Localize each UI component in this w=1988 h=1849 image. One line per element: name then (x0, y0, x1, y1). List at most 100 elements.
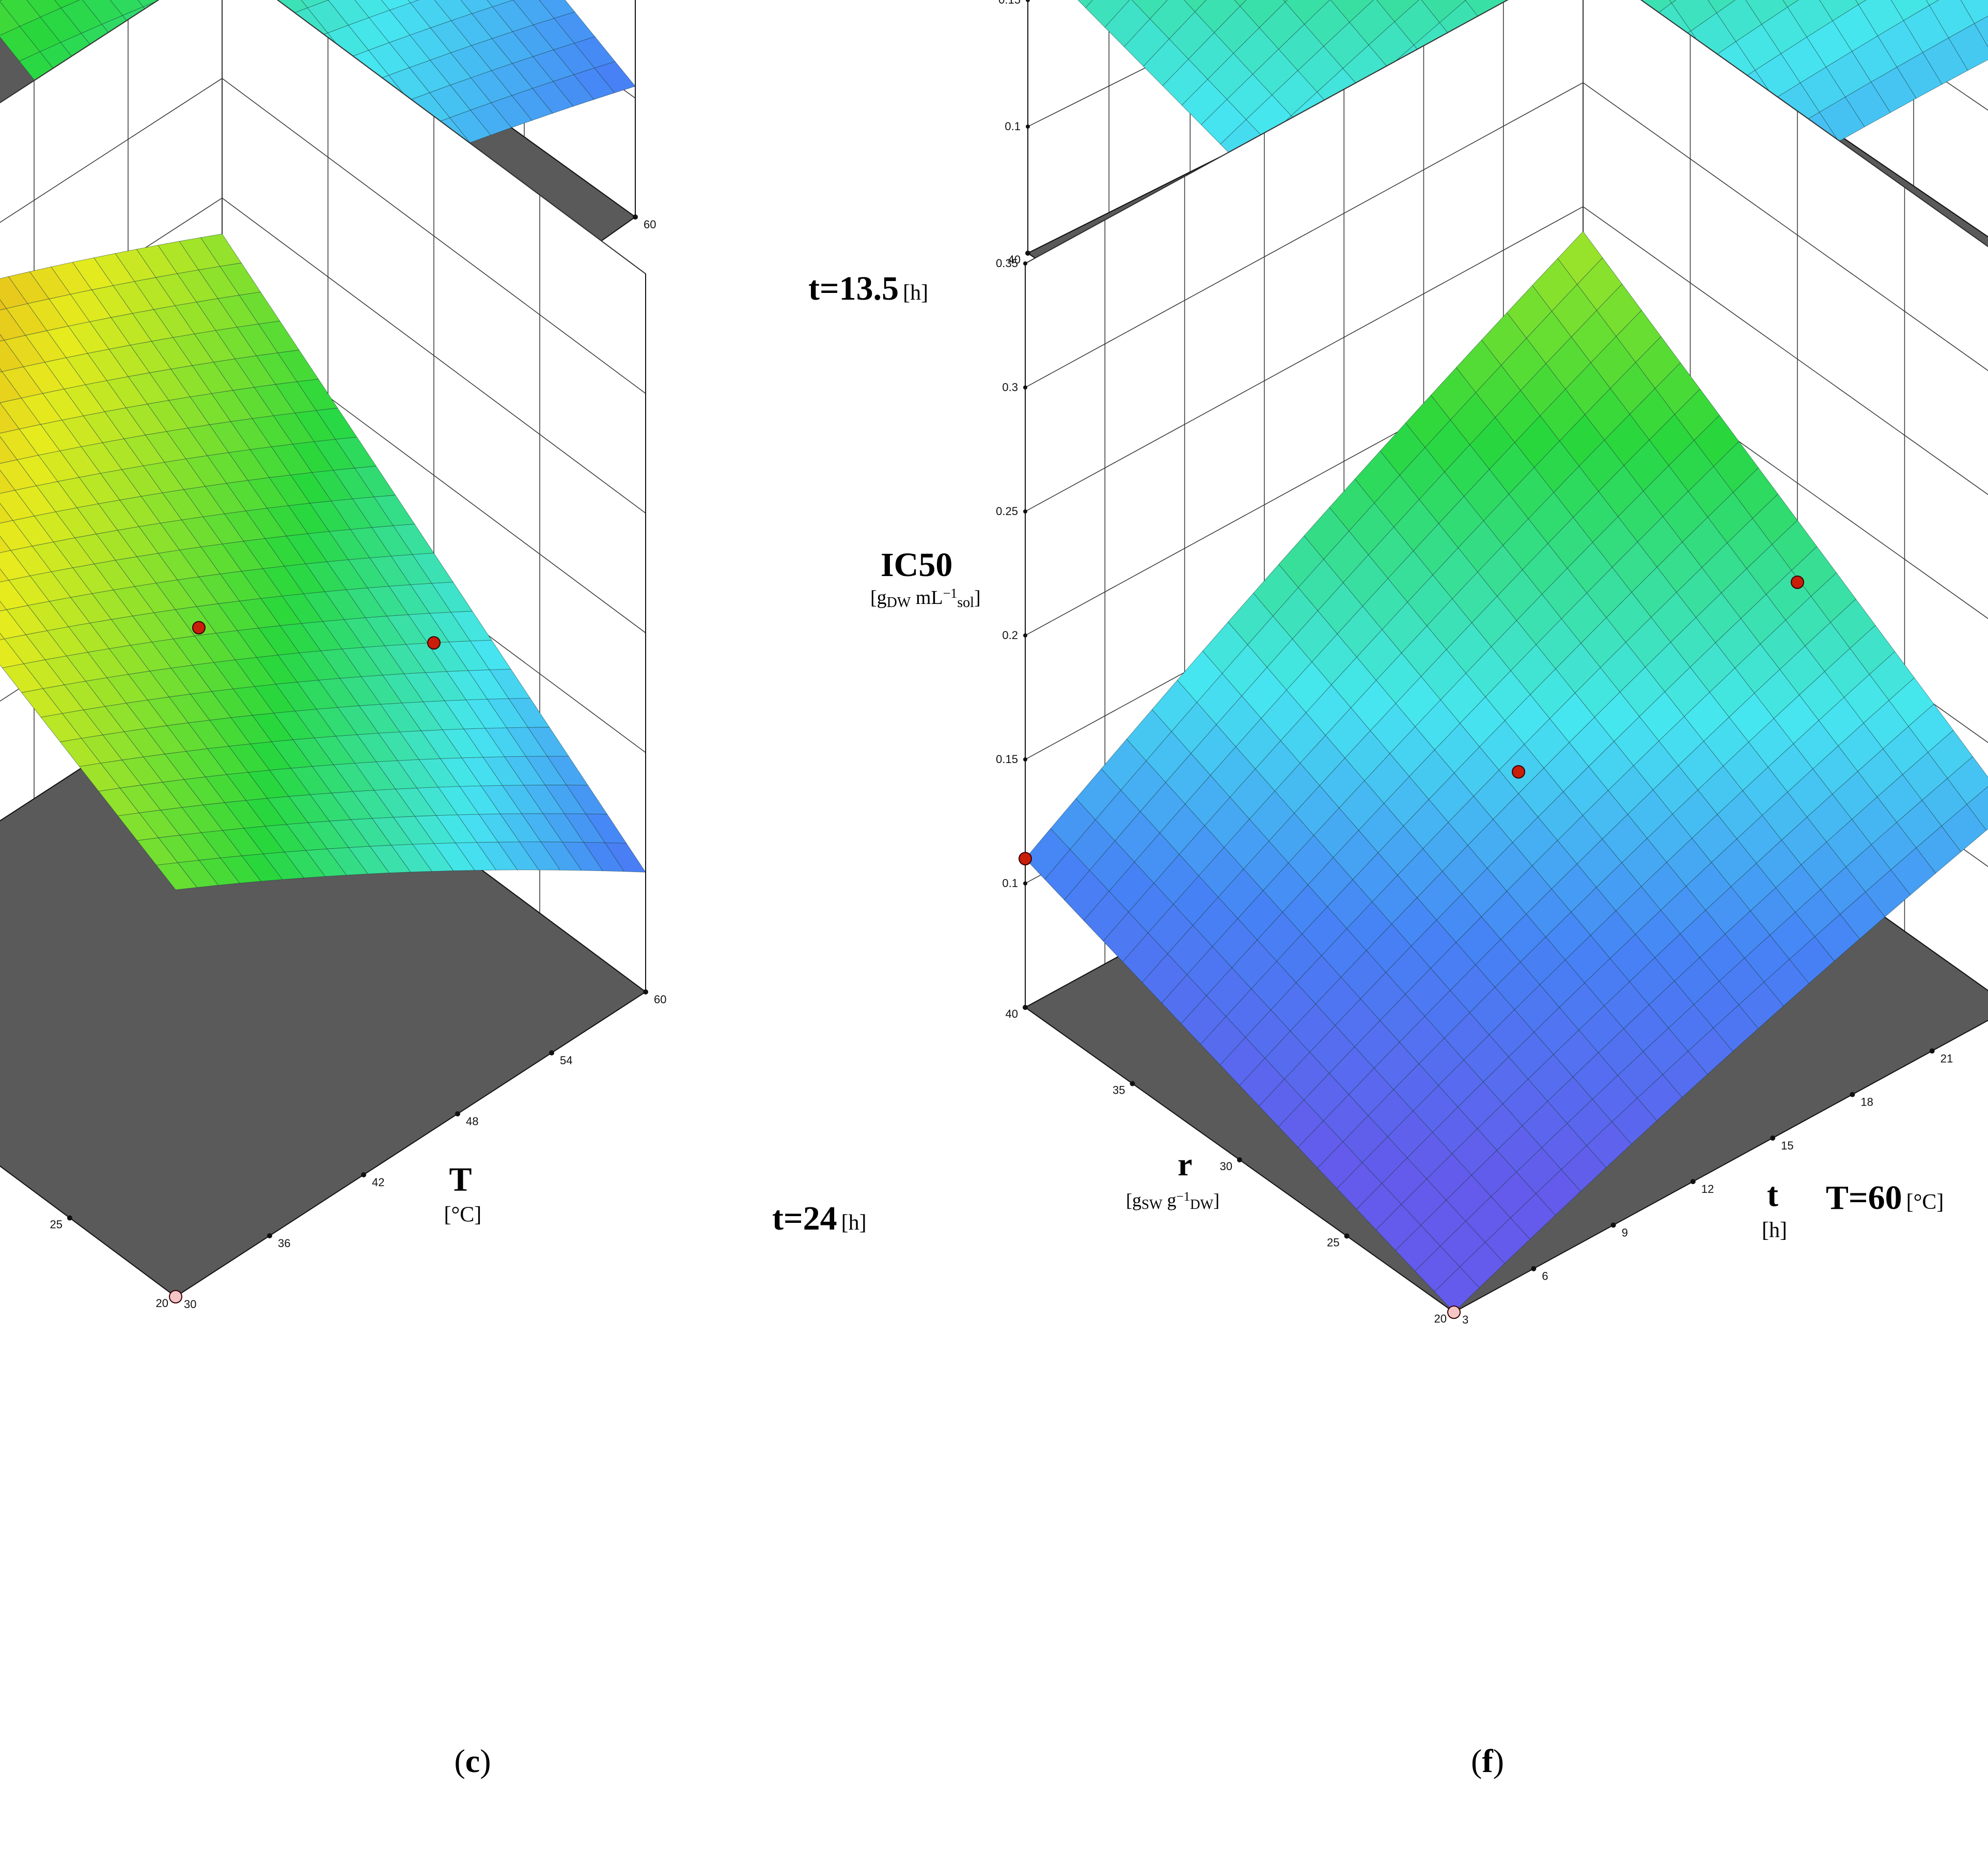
surface-cell (1855, 0, 1867, 5)
r-tick-mark (1344, 1233, 1350, 1239)
condition-label: t=13.5 [h] (808, 270, 928, 307)
surface-cell (539, 0, 575, 19)
x-tick-label: 48 (466, 1115, 478, 1128)
z-axis-unit: [gDW mL−1sol] (870, 586, 981, 610)
z-tick-mark (1023, 385, 1027, 390)
r-axis-unit-part: SW (1141, 1197, 1163, 1212)
surface-cell (1234, 0, 1247, 7)
z-tick-mark (1023, 881, 1027, 885)
z-axis-unit-part: sol (957, 594, 974, 610)
x-tick-mark (1929, 1048, 1935, 1054)
surface-cell (1787, 0, 1833, 38)
surface-cell (1104, 0, 1151, 48)
surface-cell (1966, 786, 1988, 831)
surface-cell (434, 0, 473, 21)
x-tick-mark (1531, 1266, 1537, 1271)
z-tick-mark (1026, 125, 1030, 129)
r-axis-unit-part: g (1163, 1190, 1177, 1210)
z-tick-label: 0.3 (1002, 381, 1018, 394)
z-tick-mark (1023, 261, 1027, 266)
design-point (1019, 852, 1032, 865)
design-point (1512, 765, 1525, 779)
wall-gridline (1025, 0, 1988, 264)
x-tick-label: 54 (560, 1054, 572, 1067)
x-tick-label: 6 (1542, 1270, 1548, 1283)
z-tick-label: 0.15 (996, 753, 1018, 766)
wall-gridline (0, 0, 646, 274)
r-tick-label: 25 (50, 1218, 62, 1231)
condition-unit: [h] (841, 1211, 867, 1235)
surface-cell (1194, 0, 1241, 33)
panel-label-paren: ( (454, 1743, 465, 1779)
surface-cell (0, 470, 15, 494)
surface-cell (1183, 0, 1207, 12)
r-axis-title: r (1178, 1146, 1192, 1183)
x-tick-label: 30 (184, 1298, 196, 1311)
r-tick-label: 30 (1220, 1160, 1232, 1173)
design-point (169, 1290, 182, 1303)
z-tick-label: 0.35 (996, 257, 1018, 270)
z-tick-label: 0.1 (1005, 120, 1021, 133)
surface-cell (1974, 15, 1988, 48)
x-tick-mark (1770, 1135, 1776, 1141)
design-point (1447, 1306, 1461, 1319)
surface-cell (26, 0, 61, 18)
z-tick-mark (1026, 0, 1030, 2)
x-tick-mark (1850, 1092, 1855, 1097)
z-axis-title: IC50 (881, 546, 952, 584)
surface-cell (408, 0, 419, 4)
r-axis-unit: [gSW g−1DW] (1126, 1190, 1219, 1213)
x-tick-mark (267, 1233, 272, 1238)
panel-label-paren: ) (1493, 1743, 1504, 1779)
surface-cell (1929, 0, 1975, 38)
x-tick-mark (1610, 1222, 1616, 1228)
surface-cell (1745, 0, 1788, 25)
x-tick-mark (1690, 1179, 1696, 1185)
surface-cell (1330, 0, 1374, 23)
panel-c-surface-plot: 0.10.150.20.250.30.352025303540303642485… (0, 0, 867, 1779)
surface-cell (1890, 0, 1930, 21)
x-axis-title: t (1767, 1176, 1778, 1214)
surface-cell (354, 0, 390, 18)
surface-cell (200, 234, 242, 267)
surface-cell (1285, 0, 1330, 25)
surface-cell (1085, 0, 1130, 28)
surface-cell (1376, 0, 1419, 22)
z-tick-label: 0.2 (1002, 629, 1018, 642)
surface-cell (487, 0, 514, 7)
surface-cell (1671, 0, 1717, 32)
x-axis-unit: [h] (1762, 1219, 1787, 1242)
surface-cell (1240, 0, 1286, 28)
surface-cell (1669, 0, 1677, 4)
z-axis-unit-part: [g (870, 587, 887, 609)
panel-label: (c) (454, 1743, 491, 1779)
x-tick-label: 15 (1781, 1139, 1793, 1152)
r-tick-label: 40 (1008, 253, 1021, 266)
z-tick-label: 0.15 (998, 0, 1021, 6)
x-tick-mark (549, 1050, 554, 1055)
x-tick-label: 12 (1701, 1183, 1714, 1195)
r-tick-mark (1023, 1005, 1028, 1010)
condition-value: t=13.5 (808, 270, 899, 307)
x-tick-label: 60 (654, 993, 666, 1006)
r-tick-mark (1130, 1081, 1135, 1086)
design-point (1791, 576, 1804, 589)
condition-label: t=24 [h] (772, 1200, 867, 1237)
z-axis-unit-part: mL (911, 587, 943, 609)
surface-cell (492, 0, 534, 32)
panel-label-letter: f (1482, 1743, 1493, 1779)
z-tick-mark (1023, 509, 1027, 514)
r-tick-label: 35 (1113, 1084, 1125, 1097)
r-tick-mark (1237, 1157, 1242, 1162)
surface-cell (1708, 0, 1736, 13)
condition-value: T=60 (1826, 1179, 1902, 1217)
x-tick-label: 3 (1462, 1313, 1468, 1326)
r-axis-unit-part: [g (1126, 1190, 1141, 1210)
surface-cell (0, 1, 20, 36)
response-surface (1025, 231, 1988, 1313)
surface-cell (0, 568, 9, 582)
response-surface (0, 234, 646, 890)
z-axis-unit-part: −1 (943, 586, 958, 601)
x-tick-mark (633, 214, 638, 220)
surface-cell (0, 0, 41, 27)
